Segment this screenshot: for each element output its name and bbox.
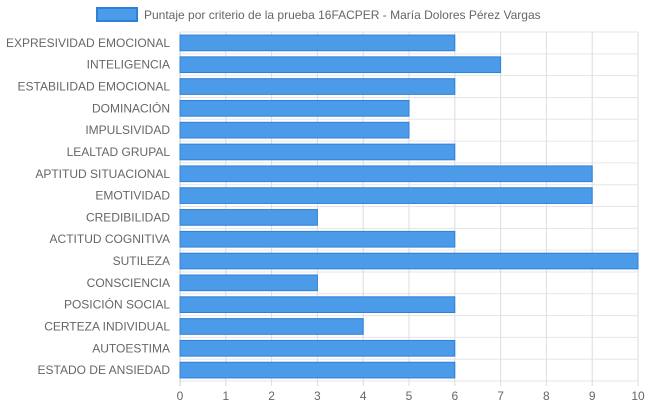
x-tick-label: 7 [497, 389, 504, 403]
x-tick-label: 9 [589, 389, 596, 403]
bar[interactable] [179, 339, 456, 357]
y-tick-label: APTITUD SITUACIONAL [35, 167, 170, 181]
x-axis-labels: 0 1 2 3 4 5 6 7 8 9 10 [177, 389, 645, 403]
legend-swatch [96, 7, 138, 22]
x-tick-label: 3 [314, 389, 321, 403]
bar[interactable] [179, 99, 410, 117]
y-tick-label: LEALTAD GRUPAL [67, 145, 171, 159]
y-tick-label: EXPRESIVIDAD EMOCIONAL [6, 36, 170, 50]
bar[interactable] [179, 274, 318, 292]
y-tick-label: INTELIGENCIA [87, 58, 170, 72]
legend-label: Puntaje por criterio de la prueba 16FACP… [144, 8, 541, 22]
bar[interactable] [179, 143, 456, 161]
y-tick-label: CERTEZA INDIVIDUAL [44, 319, 170, 333]
x-tick-label: 2 [268, 389, 275, 403]
bar[interactable] [179, 121, 410, 139]
y-tick-label: ESTABILIDAD EMOCIONAL [18, 80, 171, 94]
bar[interactable] [179, 209, 318, 226]
bar[interactable] [179, 318, 364, 335]
bar[interactable] [179, 56, 502, 74]
bar[interactable] [179, 252, 639, 270]
y-tick-label: CONSCIENCIA [87, 276, 170, 290]
y-tick-label: CREDIBILIDAD [86, 210, 170, 224]
bar[interactable] [179, 361, 456, 379]
x-tick-label: 10 [631, 389, 645, 403]
bar[interactable] [179, 34, 456, 52]
y-tick-label: ESTADO DE ANSIEDAD [38, 363, 171, 377]
gridlines [179, 31, 639, 386]
bar[interactable] [179, 187, 593, 204]
bar[interactable] [179, 165, 593, 183]
x-tick-label: 1 [222, 389, 229, 403]
x-tick-label: 0 [177, 389, 184, 403]
x-tick-label: 8 [543, 389, 550, 403]
x-tick-label: 4 [360, 389, 367, 403]
y-tick-label: EMOTIVIDAD [95, 189, 170, 203]
bars [179, 34, 639, 379]
y-tick-label: SUTILEZA [113, 254, 170, 268]
y-tick-label: AUTOESTIMA [92, 341, 170, 355]
bar[interactable] [179, 78, 456, 95]
y-tick-label: ACTITUD COGNITIVA [50, 232, 170, 246]
y-axis-labels: EXPRESIVIDAD EMOCIONAL INTELIGENCIA ESTABI… [6, 36, 170, 377]
y-tick-label: POSICIÓN SOCIAL [64, 297, 170, 312]
x-tick-label: 6 [451, 389, 458, 403]
y-tick-label: DOMINACIÓN [92, 100, 170, 115]
x-tick-label: 5 [406, 389, 413, 403]
legend[interactable]: Puntaje por criterio de la prueba 16FACP… [96, 7, 541, 22]
bar[interactable] [179, 296, 456, 314]
bar[interactable] [179, 230, 456, 248]
y-tick-label: IMPULSIVIDAD [85, 123, 170, 137]
